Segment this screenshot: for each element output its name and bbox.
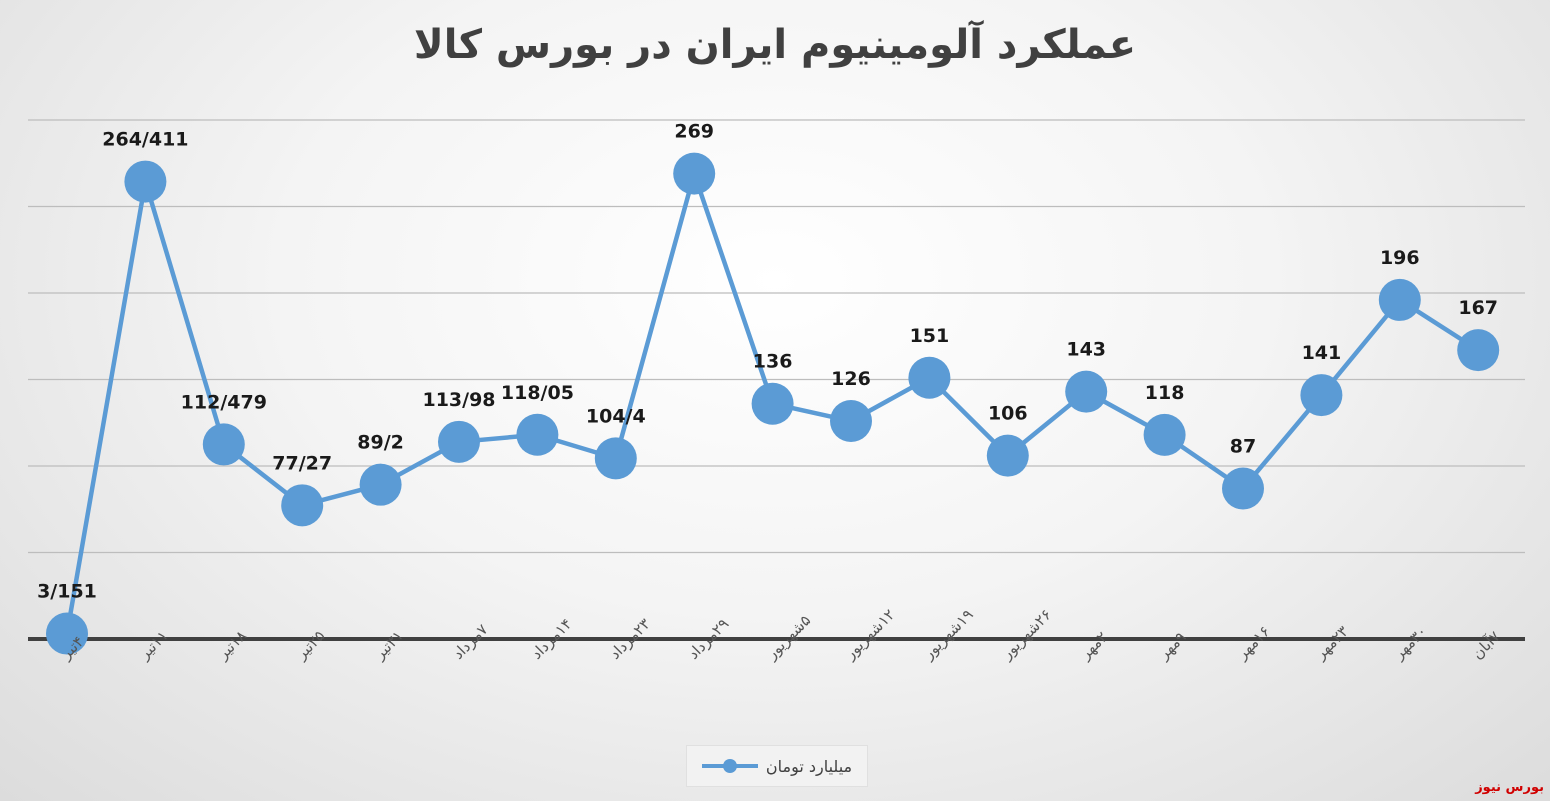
- data-label: 126: [831, 368, 871, 390]
- data-point: [124, 160, 167, 203]
- data-point: [281, 484, 324, 527]
- data-label: 118/05: [501, 382, 574, 404]
- x-tick-label: ۱۱تیر: [135, 627, 172, 664]
- x-tick-label: ۱۲شهریور: [840, 606, 898, 664]
- data-label: 87: [1230, 435, 1256, 457]
- data-label: 196: [1380, 247, 1420, 269]
- x-tick-label: ۷آبان: [1468, 627, 1503, 662]
- x-tick-label: ۹مهر: [1154, 628, 1190, 664]
- chart-title: عملکرد آلومینیوم ایران در بورس کالا: [413, 22, 1137, 68]
- data-label: 269: [674, 121, 714, 143]
- x-tick-label: ۲مهر: [1076, 628, 1112, 664]
- data-point: [986, 434, 1029, 477]
- legend-swatch-icon: [701, 759, 758, 773]
- data-points-group: [46, 152, 1500, 655]
- x-tick-label: ۱۸تیر: [213, 627, 250, 664]
- data-label: 167: [1458, 297, 1498, 319]
- x-tick-label: ۱۹شهریور: [919, 606, 977, 664]
- data-point: [751, 382, 794, 425]
- x-tick-label: ۷مرداد: [449, 620, 491, 662]
- data-point: [1300, 374, 1343, 417]
- data-label: 89/2: [357, 432, 404, 454]
- data-point: [1065, 370, 1108, 413]
- data-label: 113/98: [422, 389, 495, 411]
- data-point: [594, 437, 637, 480]
- x-tick-labels-group: ۴تیر ۱۱تیر ۱۸تیر ۲۵تیر ۳۱تیر ۷مرداد ۱۴مرداد ۲۳م…: [56, 606, 1503, 664]
- data-label: 136: [753, 351, 793, 373]
- x-tick-label: ۲۶شهریور: [997, 606, 1055, 664]
- x-tick-label: ۱۶مهر: [1232, 622, 1273, 663]
- data-label: 143: [1066, 339, 1106, 361]
- data-label: 106: [988, 403, 1028, 425]
- data-label: 151: [910, 325, 950, 347]
- data-point: [908, 356, 951, 399]
- data-label: 141: [1302, 342, 1342, 364]
- data-point: [1143, 413, 1186, 456]
- x-tick-label: ۲۵تیر: [292, 627, 329, 664]
- data-point: [202, 423, 245, 466]
- legend-label: میلیارد تومان: [765, 756, 853, 776]
- data-point: [438, 420, 480, 463]
- legend: میلیارد تومان: [686, 745, 868, 787]
- x-tick-label: ۲۳مهر: [1311, 622, 1352, 663]
- data-point: [1378, 278, 1421, 321]
- brand-watermark: بورس نیوز: [1475, 780, 1544, 795]
- data-point: [1457, 329, 1500, 372]
- data-label: 3/151: [37, 581, 97, 603]
- x-tick-label: ۳۱تیر: [370, 627, 407, 664]
- data-point: [1222, 467, 1264, 510]
- data-label: 118: [1145, 382, 1185, 404]
- data-label: 112/479: [181, 391, 267, 413]
- value-labels-group: 3/151 264/411 112/479 77/27 89/2 113/98 118/05…: [37, 121, 1498, 603]
- data-point: [830, 400, 872, 443]
- x-tick-label: ۳۰مهر: [1389, 622, 1430, 663]
- data-label: 264/411: [102, 129, 188, 151]
- data-label: 77/27: [272, 452, 332, 474]
- data-point: [359, 463, 402, 506]
- data-label: 104/4: [586, 405, 646, 427]
- data-point: [46, 612, 88, 655]
- data-point: [673, 152, 716, 195]
- grid-lines: [28, 119, 1525, 641]
- data-point: [516, 413, 559, 456]
